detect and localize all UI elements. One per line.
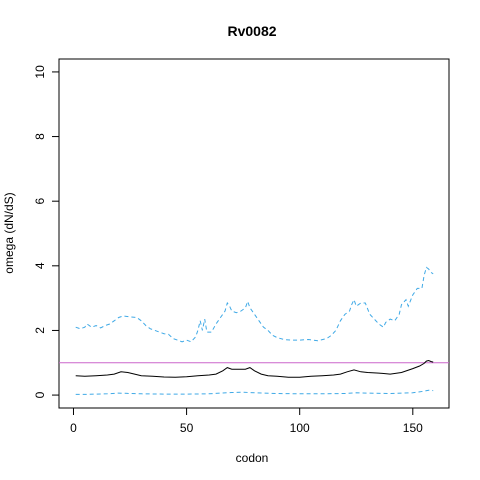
- chart-title: Rv0082: [227, 23, 276, 39]
- y-tick-label: 6: [33, 198, 47, 205]
- x-axis: 0 50 100 150: [70, 407, 423, 435]
- x-tick-label: 0: [70, 421, 77, 435]
- omega-estimate-line: [75, 359, 434, 378]
- y-tick-label: 0: [33, 391, 47, 398]
- upper-bound-dashed-line: [75, 266, 434, 343]
- x-axis-label: codon: [236, 451, 269, 465]
- y-axis: 0 2 4 6 8 10: [33, 65, 60, 398]
- y-tick-label: 2: [33, 327, 47, 334]
- plot-area: [59, 266, 449, 395]
- x-tick-label: 100: [290, 421, 310, 435]
- y-axis-label: omega (dN/dS): [2, 192, 16, 273]
- y-tick-label: 4: [33, 262, 47, 269]
- y-tick-label: 10: [33, 65, 47, 79]
- lower-bound-dashed-line: [75, 389, 434, 395]
- x-tick-label: 50: [180, 421, 194, 435]
- x-tick-label: 150: [403, 421, 423, 435]
- plot-frame: [58, 58, 450, 409]
- y-tick-label: 8: [33, 133, 47, 140]
